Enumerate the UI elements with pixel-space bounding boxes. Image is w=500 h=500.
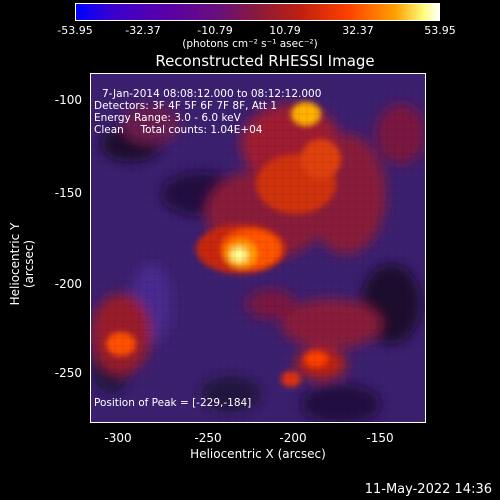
colorbar-tick: 10.79 — [269, 24, 301, 37]
x-tick-label: -200 — [279, 431, 307, 445]
image-canvas — [91, 74, 425, 422]
colorbar-tick: -53.95 — [57, 24, 93, 37]
image-plot[interactable] — [90, 73, 426, 423]
y-tick-label: -100 — [54, 93, 82, 107]
x-tick-label: -300 — [104, 431, 132, 445]
energy-range-label: Energy Range: 3.0 - 6.0 keV — [94, 112, 241, 124]
colorbar-tick: 53.95 — [424, 24, 456, 37]
timestamp: 11-May-2022 14:36 — [364, 482, 492, 497]
peak-position-label: Position of Peak = [-229,-184] — [94, 397, 252, 409]
colorbar — [75, 3, 440, 21]
y-axis-title: Heliocentric Y (arcsec) — [8, 222, 36, 306]
y-tick-label: -150 — [54, 186, 82, 200]
x-tick-label: -150 — [366, 431, 394, 445]
colorbar-tick: 32.37 — [342, 24, 374, 37]
y-tick-label: -250 — [54, 366, 82, 380]
image-title: Reconstructed RHESSI Image — [155, 52, 375, 70]
detectors-label: Detectors: 3F 4F 5F 6F 7F 8F, Att 1 — [94, 100, 278, 112]
colorbar-units: (photons cm⁻² s⁻¹ asec⁻²) — [182, 38, 318, 50]
x-axis-title: Heliocentric X (arcsec) — [190, 447, 326, 461]
colorbar-tick: -10.79 — [197, 24, 233, 37]
y-tick-label: -200 — [54, 277, 82, 291]
clean-counts-label: Clean Total counts: 1.04E+04 — [94, 124, 263, 136]
time-range-label: 7-Jan-2014 08:08:12.000 to 08:12:12.000 — [102, 88, 322, 100]
colorbar-tick: -32.37 — [125, 24, 161, 37]
x-tick-label: -250 — [194, 431, 222, 445]
